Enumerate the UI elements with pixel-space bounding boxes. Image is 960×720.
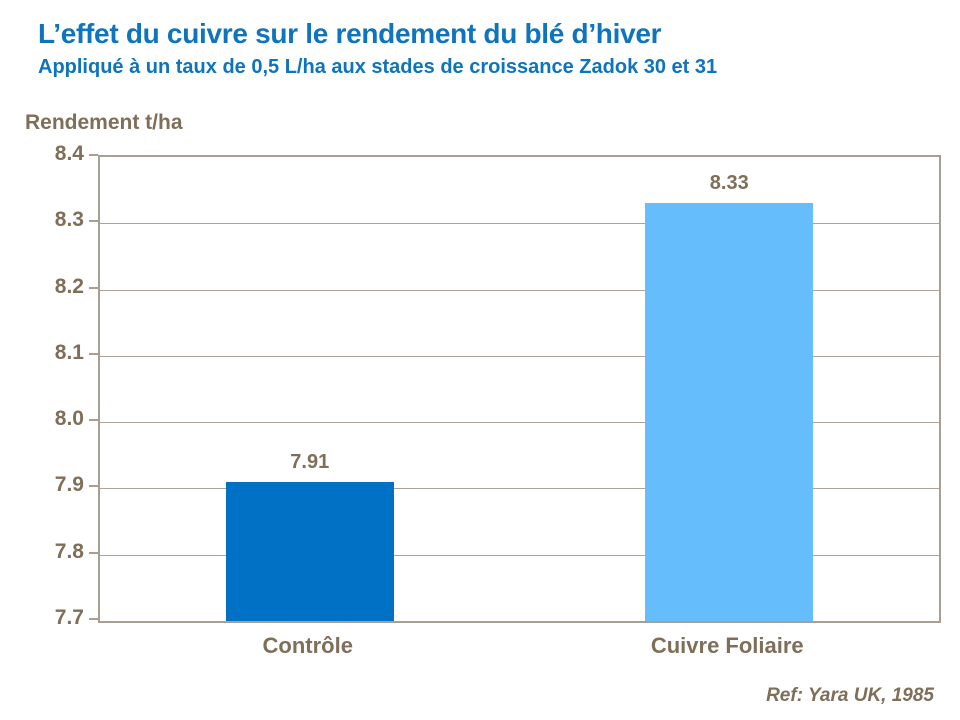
y-tick-mark	[89, 618, 98, 620]
y-tick-mark	[89, 352, 98, 355]
x-category-label: Contrôle	[262, 633, 353, 658]
gridline	[100, 488, 939, 490]
y-tick-label: 8.0	[54, 407, 84, 431]
bar-cuivre-foliaire	[645, 203, 814, 621]
y-tick-label: 8.1	[54, 340, 84, 364]
bar-value-label: 7.91	[290, 450, 330, 473]
bar-contr-le	[225, 481, 394, 621]
plot-area: 7.91 8.33	[98, 155, 941, 623]
y-tick-mark	[89, 220, 98, 223]
chart-title: L’effet du cuivre sur le rendement du bl…	[38, 18, 662, 49]
y-tick-mark	[89, 286, 98, 289]
y-tick-label: 7.7	[54, 606, 84, 630]
y-tick-mark	[89, 154, 98, 156]
y-axis-title: Rendement t/ha	[25, 111, 183, 134]
y-tick-label: 7.8	[54, 539, 84, 563]
y-tick-label: 8.3	[54, 208, 84, 232]
y-axis: 8.4 8.3 8.2 8.1 8.0 7.9 7.8 7.7	[0, 142, 98, 629]
gridline	[100, 289, 939, 291]
gridline	[100, 554, 939, 556]
y-tick-mark	[89, 485, 98, 488]
y-tick-label: 8.4	[54, 142, 84, 166]
chart-subtitle: Appliqué à un taux de 0,5 L/ha aux stade…	[38, 56, 718, 78]
gridline	[100, 355, 939, 357]
gridline	[100, 223, 939, 225]
y-tick-mark	[89, 551, 98, 554]
x-axis: Contrôle Cuivre Foliaire	[98, 633, 941, 667]
y-tick-label: 8.2	[54, 274, 84, 298]
gridline	[100, 422, 939, 424]
x-category-label: Cuivre Foliaire	[650, 633, 804, 658]
reference-text: Ref: Yara UK, 1985	[766, 685, 934, 706]
y-tick-mark	[89, 419, 98, 422]
y-tick-label: 7.9	[54, 473, 84, 497]
bar-value-label: 8.33	[709, 172, 749, 195]
